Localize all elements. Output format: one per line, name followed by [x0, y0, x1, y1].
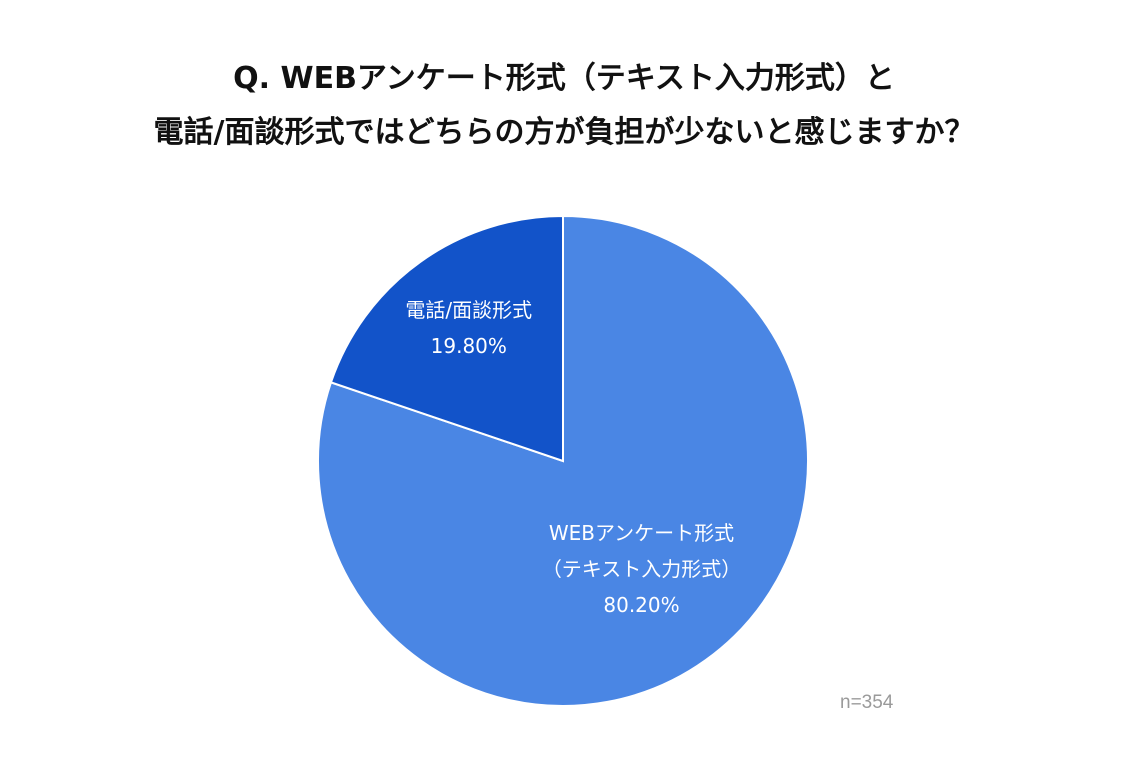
slice-1-value-label: 80.20% — [603, 593, 679, 617]
slice-2-name-label-1: 電話/面談形式 — [405, 298, 532, 322]
slice-1-name-label-1: WEBアンケート形式 — [549, 521, 734, 545]
chart-title-line-1: Q. WEBアンケート形式（テキスト入力形式）と — [233, 61, 895, 96]
slice-2-value-label: 19.80% — [431, 334, 507, 358]
sample-size-label: n=354 — [840, 692, 894, 713]
slice-1-name-label-2: （テキスト入力形式） — [542, 557, 741, 581]
pie-slice-2 — [329, 214, 564, 463]
pie-slice-1 — [317, 214, 809, 707]
chart-title-line-2: 電話/面談形式ではどちらの方が負担が少ないと感じますか？ — [153, 115, 975, 150]
chart-title: Q. WEBアンケート形式（テキスト入力形式）と 電話/面談形式ではどちらの方が… — [0, 52, 1128, 160]
